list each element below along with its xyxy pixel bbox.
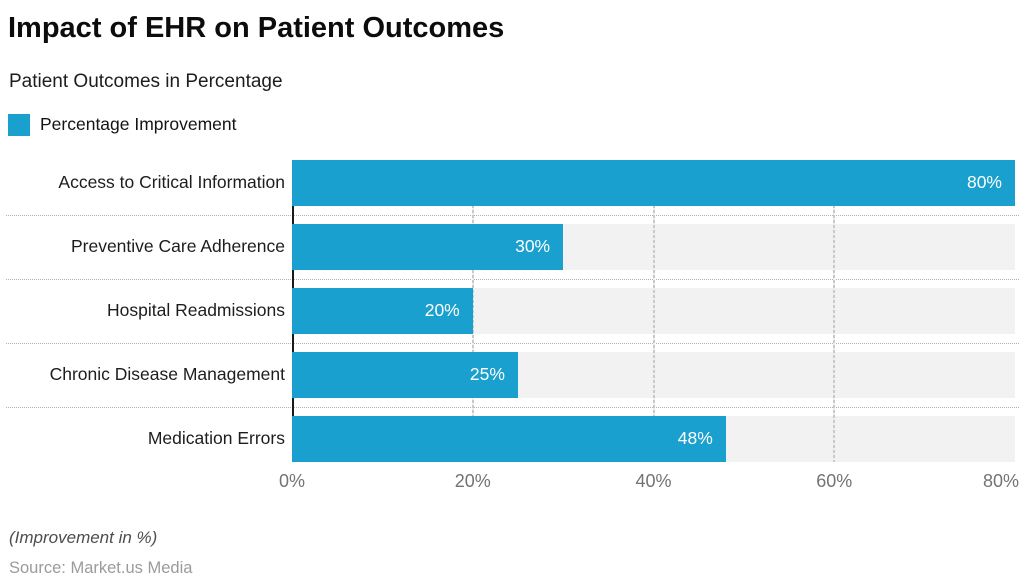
category-label: Medication Errors [147, 428, 285, 449]
source-credit: Source: Market.us Media [9, 558, 193, 577]
chart-row: Access to Critical Information 80% [8, 159, 1015, 206]
row-separator [6, 406, 1019, 408]
row-separator [6, 342, 1019, 344]
chart-rows: Access to Critical Information 80% Prevent… [8, 159, 1015, 462]
bar-track: 30% [292, 223, 1015, 270]
bar: 80% [292, 159, 1015, 206]
chart-subtitle: Patient Outcomes in Percentage [9, 70, 283, 92]
bar: 48% [292, 415, 726, 462]
x-axis: 0% 20% 40% 60% 80% [8, 470, 1019, 492]
x-tick-label: 0% [278, 470, 306, 491]
x-tick-label: 80% [982, 470, 1019, 491]
axis-note: (Improvement in %) [9, 527, 158, 547]
bar-value-label: 30% [515, 236, 551, 257]
legend: Percentage Improvement [8, 113, 1015, 136]
chart-row: Hospital Readmissions 20% [8, 287, 1015, 334]
x-axis-labels: 0% 20% 40% 60% 80% [279, 470, 1019, 492]
chart-row: Medication Errors 48% [8, 415, 1015, 462]
bar-track: 20% [292, 287, 1015, 334]
chart-row: Chronic Disease Management 25% [8, 351, 1015, 398]
bar-value-label: 80% [966, 172, 1002, 193]
chart-row: Preventive Care Adherence 30% [8, 223, 1015, 270]
row-separator [6, 278, 1019, 280]
x-tick-label: 40% [635, 470, 672, 491]
category-label: Access to Critical Information [58, 172, 285, 193]
x-tick-label: 20% [454, 470, 491, 491]
row-separator [6, 214, 1019, 216]
x-tick-label: 60% [816, 470, 853, 491]
bar-track: 25% [292, 351, 1015, 398]
legend-swatch-icon [8, 113, 30, 136]
bar-value-label: 20% [424, 300, 460, 321]
bar: 30% [292, 223, 564, 270]
category-label: Hospital Readmissions [107, 300, 285, 321]
legend-label: Percentage Improvement [40, 114, 237, 135]
bar: 20% [292, 287, 473, 334]
bar-value-label: 25% [469, 364, 505, 385]
bar-track: 80% [292, 159, 1015, 206]
page-title: Impact of EHR on Patient Outcomes [8, 12, 505, 44]
bar-value-label: 48% [677, 428, 713, 449]
bar-chart: Access to Critical Information 80% Prevent… [6, 159, 1019, 462]
bar: 25% [292, 351, 518, 398]
category-label: Preventive Care Adherence [70, 236, 285, 257]
category-label: Chronic Disease Management [49, 364, 285, 385]
bar-track: 48% [292, 415, 1015, 462]
